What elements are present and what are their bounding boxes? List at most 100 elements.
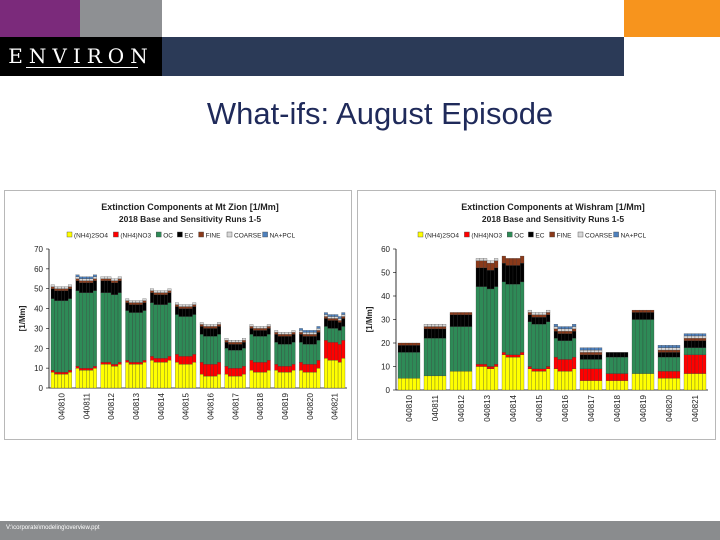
bar-segment <box>313 330 317 333</box>
bar-segment <box>291 334 296 343</box>
bar-segment <box>192 302 197 305</box>
bar-segment <box>185 308 190 317</box>
bar-segment <box>449 312 454 315</box>
bar-segment <box>210 326 215 329</box>
x-tick-label: 040821 <box>331 392 340 419</box>
bar-segment <box>192 362 197 389</box>
bar-segment <box>405 352 410 379</box>
bar-segment <box>224 366 229 375</box>
bar-segment <box>242 373 246 389</box>
bar-segment <box>89 276 94 279</box>
bar-segment <box>238 368 243 377</box>
bar-segment <box>157 362 161 389</box>
bar-segment <box>594 352 599 355</box>
bar-segment <box>572 326 577 330</box>
bar-segment <box>442 324 447 327</box>
bar-segment <box>185 364 190 389</box>
bar-segment <box>61 371 66 375</box>
bar-segment <box>324 326 328 341</box>
bar-segment <box>259 362 264 373</box>
bar-segment <box>564 333 569 341</box>
bar-segment <box>486 368 491 391</box>
bar-segment <box>483 260 488 268</box>
chart-panel-wishram: Extinction Components at Wishram [1/Mm] 2… <box>357 190 716 440</box>
bar-segment <box>235 350 239 369</box>
bar-segment <box>139 302 143 305</box>
bar-segment <box>672 352 677 358</box>
bar-segment <box>274 330 279 333</box>
bar-segment <box>557 326 562 330</box>
bar-segment <box>242 366 246 375</box>
bar-segment <box>324 312 328 315</box>
bar-segment <box>408 345 413 353</box>
bar-segment <box>505 356 510 391</box>
bar-segment <box>324 316 328 319</box>
bar-segment <box>605 352 610 358</box>
bar-segment <box>213 328 218 337</box>
bar-segment <box>579 368 584 381</box>
y-tick-label: 30 <box>34 324 43 333</box>
bar-segment <box>460 371 465 391</box>
bar-segment <box>210 328 215 337</box>
bar-segment <box>475 267 480 287</box>
bar-segment <box>564 331 569 334</box>
footer-bar <box>0 521 720 540</box>
bar-segment <box>412 352 417 379</box>
bar-segment <box>616 352 621 358</box>
bar-segment <box>516 356 521 391</box>
bar-segment <box>531 312 536 315</box>
legend-swatch <box>528 231 534 238</box>
bar-segment <box>553 328 558 332</box>
bar-segment <box>110 364 115 367</box>
bar-segment <box>50 371 55 389</box>
bar-segment <box>542 324 547 369</box>
bar-segment <box>405 378 410 391</box>
bar-segment <box>657 352 662 358</box>
chart-mt-zion: Extinction Components at Mt Zion [1/Mm] 2… <box>18 202 347 420</box>
bar-segment <box>687 333 692 337</box>
bar-segment <box>579 380 584 391</box>
bar-segment <box>639 373 644 391</box>
bar-segment <box>157 358 161 363</box>
bar-segment <box>616 356 621 374</box>
bar-segment <box>334 360 339 389</box>
bar-segment <box>475 286 480 365</box>
bar-segment <box>288 332 292 335</box>
bar-segment <box>231 368 236 377</box>
bar-segment <box>475 260 480 268</box>
bar-segment <box>313 364 317 373</box>
bar-segment <box>642 319 647 374</box>
bar-segment <box>302 371 307 389</box>
x-tick-label: 040817 <box>231 392 240 419</box>
bar-segment <box>181 364 186 389</box>
bar-segment <box>199 373 204 389</box>
bar-segment <box>253 362 257 373</box>
bar-segment <box>665 345 670 348</box>
bar-segment <box>479 258 484 261</box>
bar-segment <box>284 336 289 345</box>
bar-segment <box>691 338 696 341</box>
bar-segment <box>316 332 321 341</box>
bar-segment <box>698 340 703 348</box>
legend-swatch <box>549 231 555 238</box>
bar-segment <box>188 316 193 357</box>
bar-segment <box>266 334 271 361</box>
bar-segment <box>206 375 211 389</box>
bar-segment <box>167 302 172 357</box>
bar-segment <box>594 354 599 360</box>
bar-segment <box>330 320 335 329</box>
bar-segment <box>125 362 130 389</box>
bar-segment <box>546 314 551 322</box>
bar-segment <box>132 304 137 313</box>
bar-segment <box>192 314 197 355</box>
bar-segment <box>337 330 342 345</box>
bar-segment <box>453 326 458 372</box>
bar-segment <box>164 292 168 295</box>
bar-segment <box>341 326 346 341</box>
bar-segment <box>164 358 168 363</box>
bar-segment <box>266 328 271 335</box>
bar-segment <box>501 262 506 283</box>
bar-segment <box>330 342 335 361</box>
bar-segment <box>277 371 282 389</box>
bar-segment <box>238 350 243 369</box>
